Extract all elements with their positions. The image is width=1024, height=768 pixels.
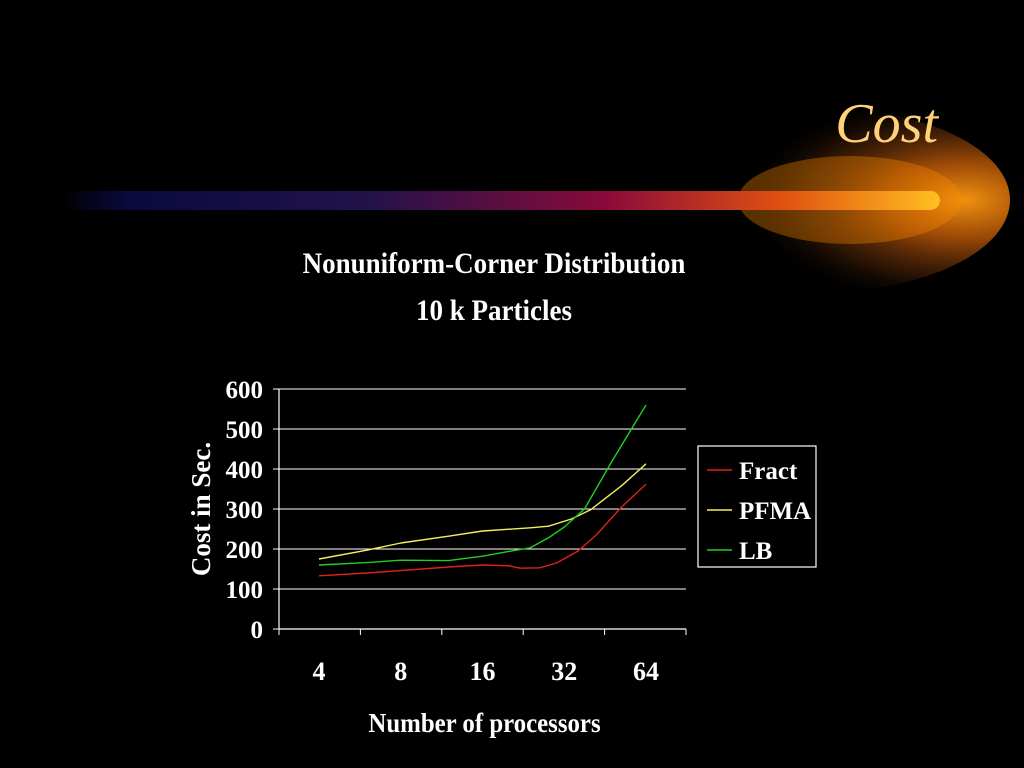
- y-tick-label: 200: [226, 537, 264, 564]
- chart-title: Nonuniform-Corner Distribution: [302, 247, 686, 280]
- legend-label-fract: Fract: [739, 458, 798, 485]
- x-tick-label: 16: [470, 657, 496, 686]
- legend-label-pfma: PFMA: [739, 498, 811, 525]
- y-tick-label: 500: [226, 417, 264, 444]
- y-tick-label: 0: [251, 617, 264, 644]
- x-tick-label: 64: [633, 657, 659, 686]
- x-tick-label: 8: [394, 657, 407, 686]
- series-line-lb: [318, 404, 647, 566]
- series-line-pfma: [318, 463, 647, 560]
- legend-box: [697, 445, 817, 568]
- series-line-fract: [318, 483, 647, 577]
- x-axis-label: Number of processors: [368, 708, 600, 738]
- y-tick-label: 600: [226, 377, 264, 404]
- y-tick-label: 100: [226, 577, 264, 604]
- y-tick-label: 400: [226, 457, 264, 484]
- slide-title: Cost: [835, 93, 938, 155]
- legend-label-lb: LB: [739, 538, 772, 565]
- chart-subtitle: 10 k Particles: [416, 294, 572, 327]
- x-tick-label: 32: [551, 657, 577, 686]
- y-axis-label: Cost in Sec.: [186, 442, 216, 576]
- x-tick-label: 4: [313, 657, 326, 686]
- y-tick-label: 300: [226, 497, 264, 524]
